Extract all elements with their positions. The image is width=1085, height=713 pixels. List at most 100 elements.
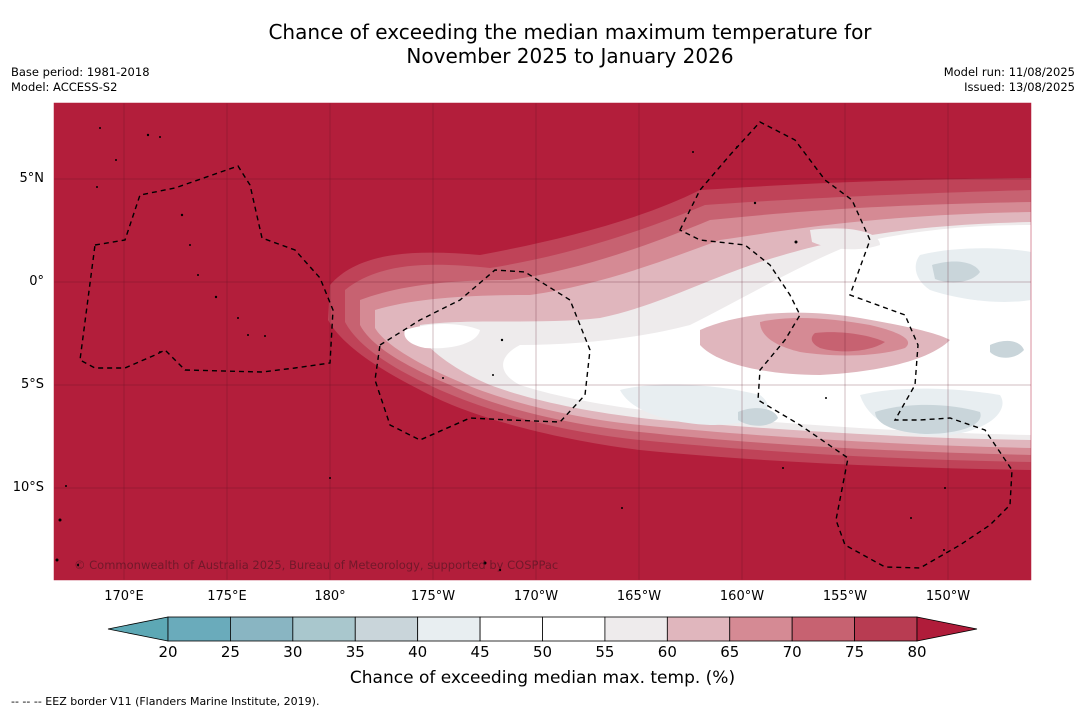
base-period-text: Base period: 1981-2018 xyxy=(11,65,150,79)
lon-label-150w: 150°W xyxy=(925,589,971,604)
colorbar-tick-label: 45 xyxy=(470,643,490,661)
island xyxy=(442,377,444,379)
colorbar-tick-label: 50 xyxy=(532,643,553,661)
colorbar-tick-label: 40 xyxy=(408,643,428,661)
lon-label-160w: 160°W xyxy=(719,589,765,604)
colorbar-swatch xyxy=(791,616,855,642)
island xyxy=(943,549,945,551)
plot-frame xyxy=(53,102,1032,581)
eez-footnote: -- -- -- EEZ border V11 (Flanders Marine… xyxy=(11,695,320,708)
copyright-text: © Commonwealth of Australia 2025, Bureau… xyxy=(74,558,559,572)
island xyxy=(825,397,827,399)
lon-label-170e: 170°E xyxy=(104,589,144,604)
colorbar-tick-label: 70 xyxy=(782,643,802,661)
colorbar-swatch xyxy=(167,616,231,642)
island xyxy=(498,568,502,572)
island xyxy=(692,151,694,153)
island xyxy=(58,518,62,522)
lon-label-165w: 165°W xyxy=(616,589,662,604)
graticule xyxy=(54,103,1031,580)
island xyxy=(55,558,59,562)
colorbar-tick-label: 80 xyxy=(907,643,927,661)
lon-label-175e: 175°E xyxy=(207,589,247,604)
title-line-2: November 2025 to January 2026 xyxy=(406,44,734,68)
lat-label-0: 0° xyxy=(29,274,44,289)
island xyxy=(146,133,150,137)
title-line-1: Chance of exceeding the median maximum t… xyxy=(268,20,872,44)
warm-patch-75 xyxy=(811,332,885,352)
left-metadata: Base period: 1981-2018 Model: ACCESS-S2 xyxy=(11,65,150,95)
lon-label-170w: 170°W xyxy=(513,589,559,604)
cool-patch-40-a xyxy=(620,384,768,425)
island xyxy=(189,244,191,246)
issued-text: Issued: 13/08/2025 xyxy=(964,80,1075,94)
cool-patch-35-a xyxy=(875,404,981,434)
eez-kiribati-phoenix xyxy=(374,269,591,441)
colorbar-swatch xyxy=(354,616,419,642)
colorbar-under-arrow xyxy=(107,616,169,642)
colorbar-swatch xyxy=(417,616,481,642)
island xyxy=(753,201,757,205)
lon-label-180: 180° xyxy=(314,589,346,604)
colorbar-swatch xyxy=(729,616,793,642)
island xyxy=(782,467,784,469)
colorbar-label: Chance of exceeding median max. temp. (%… xyxy=(349,668,736,688)
colorbar-tick-label: 20 xyxy=(158,643,178,661)
island xyxy=(264,335,266,337)
colorbar-tick-label: 30 xyxy=(283,643,303,661)
island xyxy=(621,507,623,509)
colorbar-tick-label: 25 xyxy=(220,643,240,661)
right-metadata: Model run: 11/08/2025 Issued: 13/08/2025 xyxy=(944,65,1075,95)
island xyxy=(197,274,199,276)
lat-label-5s: 5°S xyxy=(20,377,44,392)
colorbar-tick-label: 35 xyxy=(345,643,365,661)
island xyxy=(736,146,738,148)
colorbar-swatch xyxy=(230,616,294,642)
colorbar-tick-label: 60 xyxy=(657,643,677,661)
colorbar-swatch xyxy=(854,616,918,642)
model-text: Model: ACCESS-S2 xyxy=(11,80,118,94)
island xyxy=(214,295,218,299)
probability-field xyxy=(54,103,1031,580)
island xyxy=(96,186,98,188)
island xyxy=(65,485,67,487)
island xyxy=(76,563,80,567)
island xyxy=(99,127,101,129)
colorbar-over-arrow xyxy=(916,616,978,642)
island xyxy=(483,561,487,565)
island xyxy=(500,338,504,342)
island xyxy=(329,477,331,479)
island xyxy=(159,136,161,138)
eez-kiribati-gilberts xyxy=(79,165,334,373)
island xyxy=(247,334,249,336)
colorbar-swatch xyxy=(604,616,668,642)
lat-label-10s: 10°S xyxy=(12,480,44,495)
island xyxy=(159,351,161,353)
colorbar xyxy=(107,616,978,642)
island xyxy=(492,374,494,376)
colorbar-swatch xyxy=(542,616,606,642)
colorbar-tick-label: 75 xyxy=(845,643,865,661)
islands xyxy=(55,127,946,572)
cool-patch-35-b xyxy=(738,408,778,426)
model-run-text: Model run: 11/08/2025 xyxy=(943,65,1075,79)
cool-patch-35-d xyxy=(990,340,1024,358)
colorbar-swatch xyxy=(292,616,356,642)
map-title: Chance of exceeding the median maximum t… xyxy=(0,20,1085,68)
eez-borders xyxy=(79,121,1013,569)
lon-label-175w: 175°W xyxy=(410,589,456,604)
island xyxy=(115,159,117,161)
white-patch-left xyxy=(404,324,480,349)
colorbar-tick-label: 65 xyxy=(720,643,740,661)
lon-label-155w: 155°W xyxy=(822,589,868,604)
island xyxy=(910,517,912,519)
cool-patch-35-c xyxy=(932,261,980,283)
island xyxy=(794,240,798,244)
colorbar-swatch xyxy=(666,616,731,642)
eez-kiribati-line xyxy=(679,121,1013,569)
colorbar-swatch xyxy=(479,616,543,642)
island xyxy=(180,213,184,217)
colorbar-tick-label: 55 xyxy=(595,643,615,661)
island xyxy=(944,487,946,489)
